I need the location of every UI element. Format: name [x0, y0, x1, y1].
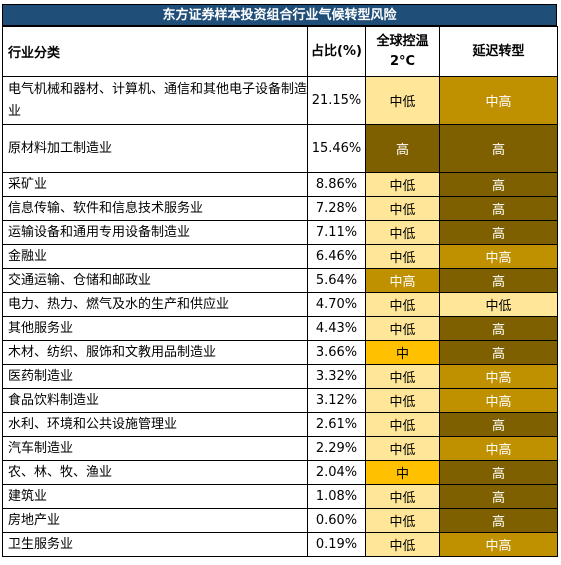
scenario-2c-cell: 中低: [365, 316, 440, 341]
delayed-cell: 高: [439, 268, 558, 293]
scenario-2c-cell: 中低: [365, 364, 440, 389]
delayed-cell: 中高: [439, 244, 558, 269]
header-industry: 行业分类: [2, 26, 308, 77]
table-row: 木材、纺织、服饰和文教用品制造业 3.66% 中高: [2, 340, 558, 365]
table-row: 金融业 6.46% 中低 中高: [2, 244, 558, 269]
scenario-2c-cell: 中低: [365, 484, 440, 509]
table-row: 信息传输、软件和信息技术服务业 7.28% 中低高: [2, 196, 558, 221]
table-row: 原材料加工制造业 15.46% 高高: [2, 124, 558, 173]
share-cell: 2.29%: [307, 436, 366, 461]
scenario-2c-cell: 中低: [365, 388, 440, 413]
scenario-2c-cell: 中低: [365, 508, 440, 533]
share-cell: 5.64%: [307, 268, 366, 293]
delayed-cell: 高: [439, 124, 558, 173]
industry-cell: 其他服务业: [2, 316, 308, 341]
table-row: 卫生服务业 0.19% 中低 中高: [2, 532, 558, 557]
scenario-2c-cell: 中低: [365, 532, 440, 557]
scenario-2c-cell: 中高: [365, 268, 440, 293]
header-row: 行业分类 占比(%) 全球控温2°C 延迟转型: [2, 26, 558, 77]
share-cell: 1.08%: [307, 484, 366, 509]
table-row: 运输设备和通用专用设备制造业 7.11% 中低高: [2, 220, 558, 245]
scenario-2c-cell: 中低: [365, 436, 440, 461]
industry-cell: 原材料加工制造业: [2, 124, 308, 173]
header-delayed: 延迟转型: [439, 26, 558, 77]
industry-cell: 房地产业: [2, 508, 308, 533]
delayed-cell: 高: [439, 220, 558, 245]
share-cell: 7.28%: [307, 196, 366, 221]
industry-cell: 金融业: [2, 244, 308, 269]
industry-cell: 食品饮料制造业: [2, 388, 308, 413]
table-row: 水利、环境和公共设施管理业 2.61% 中低高: [2, 412, 558, 437]
industry-cell: 交通运输、仓储和邮政业: [2, 268, 308, 293]
table-row: 医药制造业 3.32% 中低 中高: [2, 364, 558, 389]
scenario-2c-cell: 高: [365, 124, 440, 173]
delayed-cell: 高: [439, 484, 558, 509]
scenario-2c-cell: 中: [365, 340, 440, 365]
share-cell: 3.32%: [307, 364, 366, 389]
share-cell: 0.60%: [307, 508, 366, 533]
risk-table: 行业分类 占比(%) 全球控温2°C 延迟转型 电气机械和器材、计算机、通信和其…: [2, 26, 558, 557]
scenario-2c-cell: 中低: [365, 172, 440, 197]
scenario-2c-cell: 中低: [365, 244, 440, 269]
table-row: 食品饮料制造业 3.12% 中低 中高: [2, 388, 558, 413]
scenario-2c-cell: 中: [365, 460, 440, 485]
share-cell: 7.11%: [307, 220, 366, 245]
share-cell: 2.04%: [307, 460, 366, 485]
table-row: 交通运输、仓储和邮政业 5.64% 中高高: [2, 268, 558, 293]
delayed-cell: 中高: [439, 436, 558, 461]
table-row: 建筑业 1.08% 中低高: [2, 484, 558, 509]
scenario-2c-cell: 中低: [365, 292, 440, 317]
delayed-cell: 中高: [439, 364, 558, 389]
industry-cell: 农、林、牧、渔业: [2, 460, 308, 485]
table-row: 农、林、牧、渔业 2.04% 中高: [2, 460, 558, 485]
header-share: 占比(%): [307, 26, 366, 77]
delayed-cell: 高: [439, 412, 558, 437]
delayed-cell: 高: [439, 508, 558, 533]
share-cell: 0.19%: [307, 532, 366, 557]
delayed-cell: 高: [439, 196, 558, 221]
delayed-cell: 高: [439, 460, 558, 485]
table-row: 采矿业 8.86% 中低高: [2, 172, 558, 197]
share-cell: 4.43%: [307, 316, 366, 341]
industry-cell: 信息传输、软件和信息技术服务业: [2, 196, 308, 221]
scenario-2c-cell: 中低: [365, 196, 440, 221]
delayed-cell: 高: [439, 172, 558, 197]
delayed-cell: 高: [439, 340, 558, 365]
industry-cell: 电力、热力、燃气及水的生产和供应业: [2, 292, 308, 317]
industry-cell: 采矿业: [2, 172, 308, 197]
industry-cell: 医药制造业: [2, 364, 308, 389]
table-row: 电力、热力、燃气及水的生产和供应业 4.70% 中低 中低: [2, 292, 558, 317]
delayed-cell: 中高: [439, 388, 558, 413]
header-scenario-2c: 全球控温2°C: [365, 26, 440, 77]
table-title: 东方证券样本投资组合行业气候转型风险: [2, 4, 557, 26]
industry-cell: 木材、纺织、服饰和文教用品制造业: [2, 340, 308, 365]
delayed-cell: 高: [439, 316, 558, 341]
scenario-2c-cell: 中低: [365, 220, 440, 245]
share-cell: 21.15%: [307, 76, 366, 125]
delayed-cell: 中低: [439, 292, 558, 317]
share-cell: 4.70%: [307, 292, 366, 317]
scenario-2c-cell: 中低: [365, 76, 440, 125]
table-row: 汽车制造业 2.29% 中低 中高: [2, 436, 558, 461]
industry-cell: 汽车制造业: [2, 436, 308, 461]
share-cell: 2.61%: [307, 412, 366, 437]
industry-cell: 运输设备和通用专用设备制造业: [2, 220, 308, 245]
table-row: 房地产业 0.60% 中低高: [2, 508, 558, 533]
table-row: 其他服务业 4.43% 中低高: [2, 316, 558, 341]
share-cell: 8.86%: [307, 172, 366, 197]
delayed-cell: 中高: [439, 76, 558, 125]
industry-cell: 卫生服务业: [2, 532, 308, 557]
table-row: 电气机械和器材、计算机、通信和其他电子设备制造业 21.15% 中低 中高: [2, 76, 558, 125]
share-cell: 3.12%: [307, 388, 366, 413]
delayed-cell: 中高: [439, 532, 558, 557]
share-cell: 6.46%: [307, 244, 366, 269]
industry-cell: 建筑业: [2, 484, 308, 509]
scenario-2c-cell: 中低: [365, 412, 440, 437]
industry-cell: 水利、环境和公共设施管理业: [2, 412, 308, 437]
share-cell: 15.46%: [307, 124, 366, 173]
industry-cell: 电气机械和器材、计算机、通信和其他电子设备制造业: [2, 76, 308, 125]
share-cell: 3.66%: [307, 340, 366, 365]
risk-table-container: 东方证券样本投资组合行业气候转型风险 行业分类 占比(%) 全球控温2°C 延迟…: [2, 4, 558, 557]
